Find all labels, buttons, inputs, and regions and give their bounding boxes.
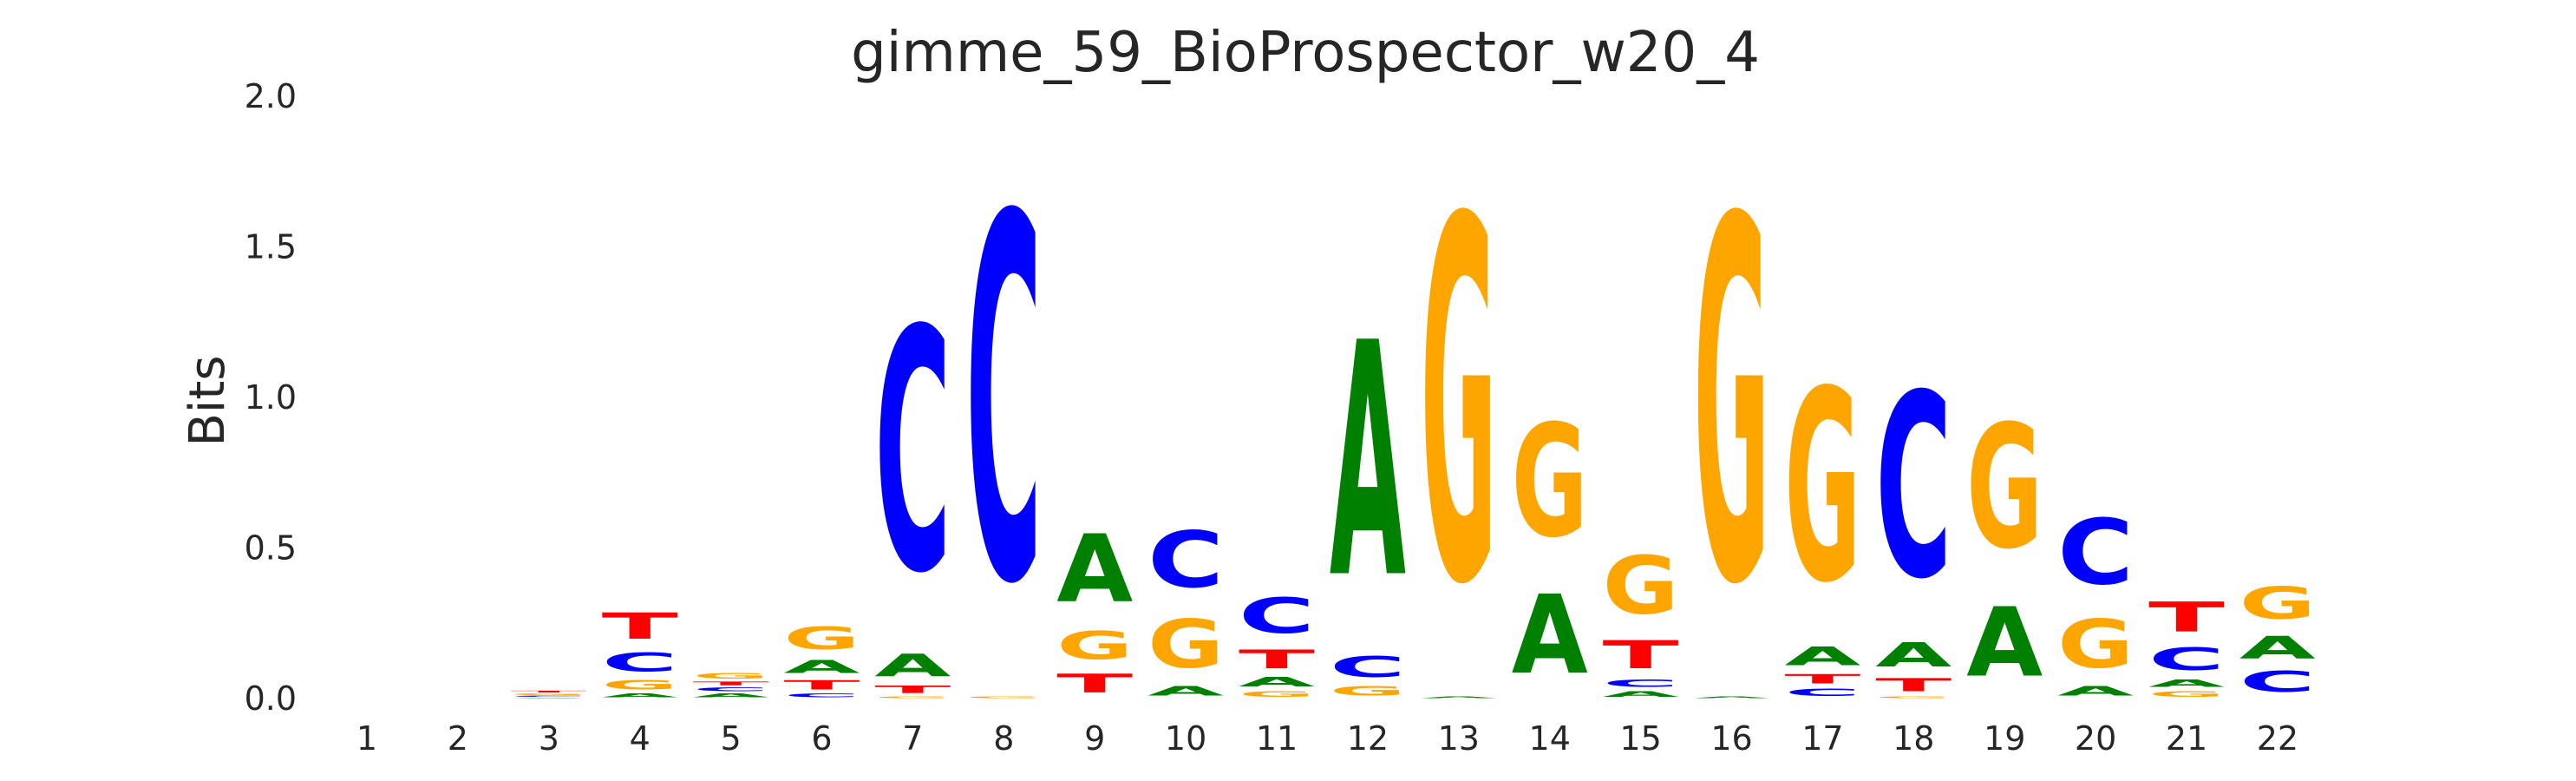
logo-letter-g: G xyxy=(602,678,678,692)
logo-letter-a: A xyxy=(693,692,769,699)
logo-letter-a: A xyxy=(2239,629,2316,665)
y-axis: 0.0 0.5 1.0 1.5 2.0 xyxy=(245,77,297,718)
logo-letter-g: G xyxy=(1784,334,1860,640)
logo-letter-a: A xyxy=(1512,573,1588,699)
logo-letter-c: C xyxy=(2057,501,2134,605)
logo-letter-c: C xyxy=(965,113,1042,694)
logo-letter-t: T xyxy=(1784,672,1861,686)
y-axis-label: Bits xyxy=(180,355,236,446)
logo-letter-t: T xyxy=(874,684,951,696)
x-axis: 1 2 3 4 5 6 7 8 9 10 11 12 13 14 15 16 17 18 19 20 21 22 xyxy=(356,719,2298,758)
logo-letter-a: A xyxy=(1239,674,1315,689)
logo-letter-a: A xyxy=(2057,684,2134,699)
x-tick-label: 9 xyxy=(1084,719,1105,758)
x-tick-label: 20 xyxy=(2075,719,2116,758)
logo-letter-t: T xyxy=(784,678,861,692)
x-tick-label: 21 xyxy=(2166,719,2207,758)
x-tick-label: 5 xyxy=(721,719,742,758)
chart-title: gimme_59_BioProspector_w20_4 xyxy=(851,21,1760,85)
logo-letter-c: C xyxy=(1147,515,1224,605)
x-tick-label: 17 xyxy=(1801,719,1843,758)
logo-letter-a: A xyxy=(1330,274,1407,650)
logo-letter-t: T xyxy=(1056,669,1133,699)
logo-letter-a: A xyxy=(1784,641,1860,672)
x-tick-label: 7 xyxy=(902,719,923,758)
logo-letter-c: C xyxy=(602,647,678,678)
logo-letter-g: G xyxy=(1147,606,1224,684)
logo-letter-t: T xyxy=(2148,594,2225,641)
x-tick-label: 15 xyxy=(1619,719,1661,758)
logo-letter-c: C xyxy=(1784,686,1860,699)
x-tick-label: 13 xyxy=(1438,719,1480,758)
logo-letter-a: A xyxy=(1875,636,1952,675)
logo-letter-a: A xyxy=(1694,696,1770,699)
logo-letter-a: A xyxy=(1056,516,1133,624)
logo-letter-g: G xyxy=(1875,696,1952,699)
x-tick-label: 11 xyxy=(1256,719,1298,758)
logo-letter-c: C xyxy=(1875,342,1952,634)
logo-letter-g: G xyxy=(1421,117,1497,695)
logo-letter-c: C xyxy=(511,696,587,698)
logo-letter-g: G xyxy=(1694,117,1770,695)
logo-letter-g: G xyxy=(2148,690,2225,699)
x-tick-label: 10 xyxy=(1165,719,1206,758)
logo-letter-a: A xyxy=(874,647,951,683)
logo-letter-c: C xyxy=(874,259,951,646)
x-tick-label: 3 xyxy=(539,719,559,758)
logo-letter-g: G xyxy=(1512,392,1588,572)
x-tick-label: 6 xyxy=(811,719,832,758)
logo-letter-a: A xyxy=(784,657,860,678)
x-tick-label: 2 xyxy=(448,719,468,758)
logo-letter-c: C xyxy=(693,686,769,692)
logo-letter-c: C xyxy=(1239,587,1315,645)
logo-letter-t: T xyxy=(511,690,587,692)
logo-letter-g: G xyxy=(1239,690,1315,699)
x-tick-label: 12 xyxy=(1347,719,1389,758)
logo-letter-a: A xyxy=(1421,696,1497,699)
x-tick-label: 16 xyxy=(1710,719,1752,758)
logo-letter-g: G xyxy=(2239,578,2316,629)
logo-letter-g: G xyxy=(874,696,951,699)
y-tick-label: 1.0 xyxy=(245,378,297,417)
logo-letter-t: T xyxy=(693,680,769,686)
logo-letter-g: G xyxy=(784,620,860,656)
x-tick-label: 14 xyxy=(1529,719,1571,758)
logo-letter-t: T xyxy=(1875,674,1952,695)
x-tick-label: 22 xyxy=(2257,719,2298,758)
logo-letter-g: G xyxy=(1603,539,1679,633)
logo-letter-c: C xyxy=(2239,666,2316,699)
x-tick-label: 1 xyxy=(356,719,377,758)
logo-letter-t: T xyxy=(1603,633,1679,678)
y-tick-label: 1.5 xyxy=(245,228,297,266)
logo-letter-a: A xyxy=(1966,588,2043,699)
logo-letter-c: C xyxy=(2148,641,2225,677)
x-tick-label: 19 xyxy=(1984,719,2025,758)
logo-letter-t: T xyxy=(1239,645,1315,675)
logo-letter-a: A xyxy=(602,692,678,699)
logo-letter-g: G xyxy=(965,696,1042,699)
logo-letter-a: A xyxy=(1147,684,1224,699)
logo-letter-g: G xyxy=(511,693,587,696)
logo-letter-g: G xyxy=(1330,684,1406,699)
logo-letter-t: T xyxy=(602,605,678,647)
logo-letter-g: G xyxy=(693,672,769,680)
logo-letter-g: G xyxy=(2057,606,2134,684)
logo-letter-g: G xyxy=(1056,624,1133,668)
logo-letter-a: A xyxy=(1603,690,1679,699)
y-tick-label: 2.0 xyxy=(245,77,297,115)
logo-letter-c: C xyxy=(1603,678,1679,690)
logo-letter-g: G xyxy=(1966,390,2043,587)
y-tick-label: 0.0 xyxy=(245,679,297,718)
logo-letter-c: C xyxy=(1330,650,1406,683)
x-tick-label: 8 xyxy=(993,719,1014,758)
y-tick-label: 0.5 xyxy=(245,529,297,568)
x-tick-label: 4 xyxy=(630,719,651,758)
x-tick-label: 18 xyxy=(1893,719,1934,758)
logo-letter-a: A xyxy=(2148,678,2226,690)
logo-letter-c: C xyxy=(784,692,860,699)
logo-letter-a: A xyxy=(511,698,587,699)
